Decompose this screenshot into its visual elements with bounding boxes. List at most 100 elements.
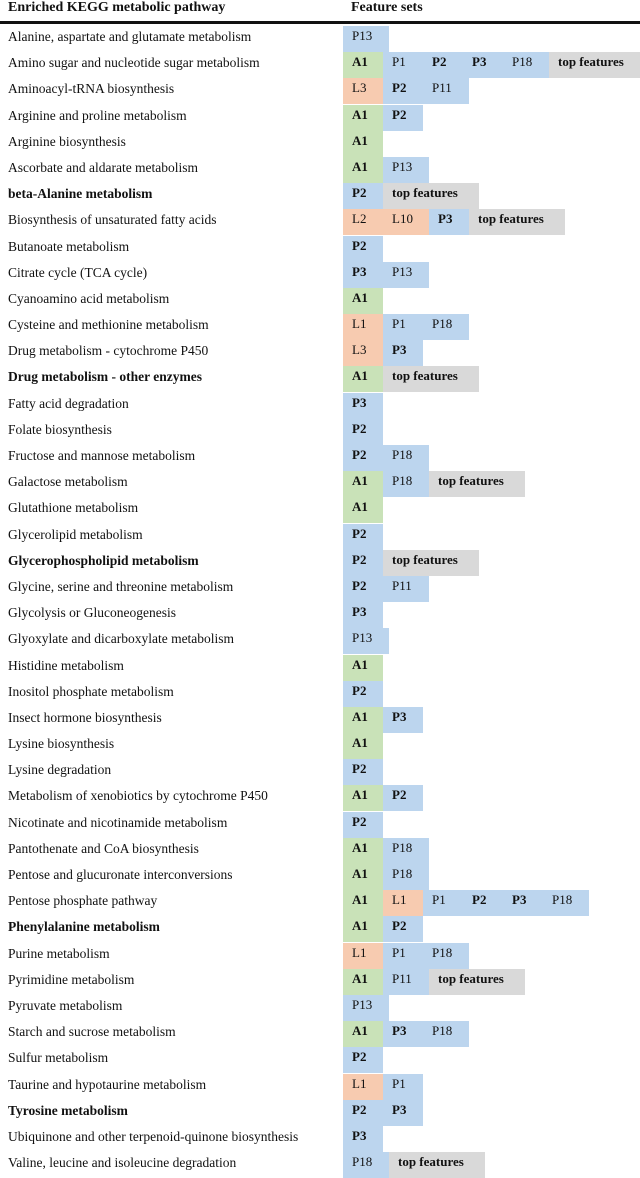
feature-set-cells: A1 P18 top features <box>343 471 525 498</box>
feature-set-cell: P2 <box>343 575 383 602</box>
feature-set-cell: P2 <box>343 523 383 550</box>
feature-set-cells: P2 <box>343 523 383 550</box>
pathway-name: Ubiquinone and other terpenoid-quinone b… <box>8 1128 299 1144</box>
feature-set-cell: P1 <box>383 52 423 79</box>
feature-set-cell: L10 <box>383 209 429 236</box>
feature-set-cells: A1 <box>343 497 383 524</box>
pathway-name: Arginine and proline metabolism <box>8 107 187 123</box>
feature-set-cell: P18 <box>423 1021 469 1048</box>
feature-set-cell: P3 <box>463 52 503 79</box>
pathway-name: Starch and sucrose metabolism <box>8 1024 176 1040</box>
feature-set-cells: A1 P2 <box>343 785 423 812</box>
feature-set-cell: P3 <box>343 261 383 288</box>
pathway-name: Pantothenate and CoA biosynthesis <box>8 840 199 856</box>
feature-set-cells: P13 <box>343 994 389 1021</box>
feature-set-cell: P1 <box>383 1073 423 1100</box>
pathway-name: Glyoxylate and dicarboxylate metabolism <box>8 631 235 647</box>
feature-set-cells: P2 P11 <box>343 575 429 602</box>
pathway-name: Nicotinate and nicotinamide metabolism <box>8 814 228 830</box>
feature-set-cell: P13 <box>343 994 389 1021</box>
table-row: Glycolysis or Gluconeogenesis P3 <box>0 602 640 629</box>
table-row: Glycerophospholipid metabolism P2 top feat… <box>0 549 640 576</box>
table-row: Insect hormone biosynthesis A1 P3 <box>0 706 640 733</box>
feature-set-cell: A1 <box>343 104 383 131</box>
pathway-name: Glutathione metabolism <box>8 500 139 516</box>
feature-set-cells: A1 P18 <box>343 837 429 864</box>
feature-set-cells: L1 P1 P18 <box>343 314 469 341</box>
table-row: Ascorbate and aldarate metabolism A1 P13 <box>0 156 640 183</box>
table-row: Tyrosine metabolism P2 P3 <box>0 1099 640 1126</box>
feature-set-cell: P3 <box>383 1021 423 1048</box>
table-row: Amino sugar and nucleotide sugar metabol… <box>0 52 640 79</box>
table-row: Butanoate metabolism P2 <box>0 235 640 262</box>
feature-set-cells: L3 P2 P11 <box>343 78 469 105</box>
feature-set-cell: A1 <box>343 156 383 183</box>
table-row: Drug metabolism - cytochrome P450 L3 P3 <box>0 340 640 367</box>
feature-set-cell: P2 <box>343 759 383 786</box>
feature-set-cells: A1 top features <box>343 366 479 393</box>
feature-set-cell: A1 <box>343 366 383 393</box>
feature-set-cells: P2 P3 <box>343 1099 423 1126</box>
table-row: Pyruvate metabolism P13 <box>0 994 640 1021</box>
feature-set-cells: A1 <box>343 654 383 681</box>
feature-set-cell: A1 <box>343 654 383 681</box>
pathway-name: Drug metabolism - cytochrome P450 <box>8 343 209 359</box>
table-row: Nicotinate and nicotinamide metabolism P2 <box>0 811 640 838</box>
feature-set-cells: L2 L10 P3 top features <box>343 209 565 236</box>
pathway-name: Drug metabolism - other enzymes <box>8 369 202 385</box>
top-features-cell: top features <box>429 968 525 995</box>
feature-set-cells: P3 <box>343 1125 383 1152</box>
table-row: Pantothenate and CoA biosynthesis A1 P18 <box>0 837 640 864</box>
pathway-name: Aminoacyl-tRNA biosynthesis <box>8 81 175 97</box>
table-row: Aminoacyl-tRNA biosynthesis L3 P2 P11 <box>0 78 640 105</box>
pathway-name: Valine, leucine and isoleucine degradati… <box>8 1155 237 1171</box>
feature-set-cell: P2 <box>343 1047 383 1074</box>
feature-set-cell: L1 <box>383 890 423 917</box>
table-row: Galactose metabolism A1 P18 top features <box>0 471 640 498</box>
feature-set-cell: P3 <box>383 706 423 733</box>
table-row: Ubiquinone and other terpenoid-quinone b… <box>0 1125 640 1152</box>
feature-set-cell: P2 <box>383 916 423 943</box>
table-row: Starch and sucrose metabolism A1 P3 P18 <box>0 1021 640 1048</box>
pathway-name: Glycerophospholipid metabolism <box>8 552 199 568</box>
feature-set-cells: P13 <box>343 628 389 655</box>
pathway-name: Galactose metabolism <box>8 474 128 490</box>
feature-set-cell: A1 <box>343 837 383 864</box>
table-row: Inositol phosphate metabolism P2 <box>0 680 640 707</box>
table-row: Drug metabolism - other enzymes A1 top fea… <box>0 366 640 393</box>
table-row: Lysine biosynthesis A1 <box>0 733 640 760</box>
feature-set-cell: A1 <box>343 1021 383 1048</box>
feature-set-cell: L3 <box>343 340 383 367</box>
table-row: Arginine and proline metabolism A1 P2 <box>0 104 640 131</box>
table-row: Biosynthesis of unsaturated fatty acids L… <box>0 209 640 236</box>
feature-set-cell: P3 <box>343 1125 383 1152</box>
table-row: Citrate cycle (TCA cycle) P3 P13 <box>0 261 640 288</box>
pathway-name: Biosynthesis of unsaturated fatty acids <box>8 212 217 228</box>
feature-set-cell: P13 <box>383 261 429 288</box>
feature-set-cell: L1 <box>343 314 383 341</box>
top-features-cell: top features <box>469 209 565 236</box>
feature-set-cell: L1 <box>343 1073 383 1100</box>
feature-set-cells: A1 <box>343 733 383 760</box>
pathway-name: Citrate cycle (TCA cycle) <box>8 264 148 280</box>
pathway-name: Glycolysis or Gluconeogenesis <box>8 605 176 621</box>
top-features-cell: top features <box>383 366 479 393</box>
table-row: Lysine degradation P2 <box>0 759 640 786</box>
feature-set-cells: P2 <box>343 1047 383 1074</box>
table-row: Folate biosynthesis P2 <box>0 418 640 445</box>
feature-set-cell: P13 <box>383 156 429 183</box>
table-row: Arginine biosynthesis A1 <box>0 130 640 157</box>
pathway-name: Phenylalanine metabolism <box>8 919 160 935</box>
pathway-name: Cyanoamino acid metabolism <box>8 290 170 306</box>
feature-set-cell: P18 <box>423 314 469 341</box>
feature-set-cell: P11 <box>423 78 469 105</box>
table-row: Fructose and mannose metabolism P2 P18 <box>0 445 640 471</box>
pathway-name: beta-Alanine metabolism <box>8 186 153 202</box>
feature-set-cells: P2 top features <box>343 183 479 210</box>
feature-set-cells: L1 P1 <box>343 1073 423 1100</box>
feature-set-cell: P2 <box>343 183 383 210</box>
feature-set-cells: L3 P3 <box>343 340 423 367</box>
feature-set-cell: P2 <box>383 785 423 812</box>
feature-set-cell: P1 <box>383 942 423 969</box>
feature-set-cells: A1 L1 P1 P2 P3 P18 <box>343 890 589 917</box>
